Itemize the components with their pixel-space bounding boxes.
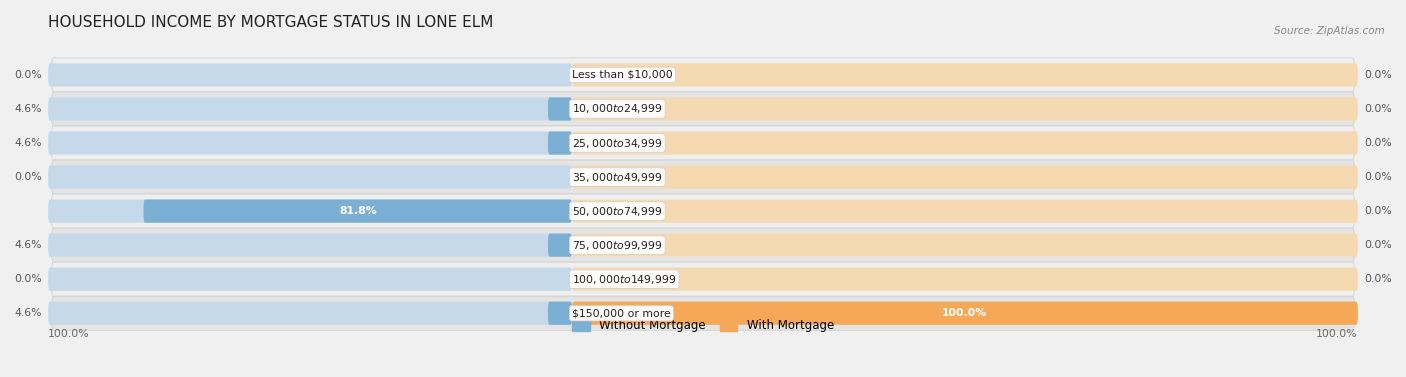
FancyBboxPatch shape (48, 63, 572, 86)
FancyBboxPatch shape (52, 262, 1354, 296)
FancyBboxPatch shape (52, 160, 1354, 194)
Text: 0.0%: 0.0% (14, 172, 42, 182)
FancyBboxPatch shape (548, 234, 572, 257)
Text: $75,000 to $99,999: $75,000 to $99,999 (572, 239, 662, 251)
FancyBboxPatch shape (572, 199, 1358, 223)
Text: $10,000 to $24,999: $10,000 to $24,999 (572, 103, 662, 115)
Text: $100,000 to $149,999: $100,000 to $149,999 (572, 273, 676, 286)
FancyBboxPatch shape (48, 268, 572, 291)
Text: 4.6%: 4.6% (14, 240, 42, 250)
Text: $50,000 to $74,999: $50,000 to $74,999 (572, 205, 662, 218)
FancyBboxPatch shape (52, 92, 1354, 126)
Text: 0.0%: 0.0% (1364, 70, 1392, 80)
FancyBboxPatch shape (48, 132, 572, 155)
Text: 4.6%: 4.6% (14, 308, 42, 318)
FancyBboxPatch shape (52, 228, 1354, 262)
Text: 0.0%: 0.0% (1364, 206, 1392, 216)
FancyBboxPatch shape (548, 97, 572, 121)
FancyBboxPatch shape (48, 166, 572, 188)
FancyBboxPatch shape (572, 234, 1358, 257)
FancyBboxPatch shape (52, 58, 1354, 92)
Text: HOUSEHOLD INCOME BY MORTGAGE STATUS IN LONE ELM: HOUSEHOLD INCOME BY MORTGAGE STATUS IN L… (48, 15, 494, 30)
FancyBboxPatch shape (48, 199, 572, 223)
FancyBboxPatch shape (572, 63, 1358, 86)
Text: 0.0%: 0.0% (1364, 240, 1392, 250)
FancyBboxPatch shape (143, 199, 572, 223)
Text: 0.0%: 0.0% (1364, 172, 1392, 182)
Text: 0.0%: 0.0% (14, 70, 42, 80)
Legend: Without Mortgage, With Mortgage: Without Mortgage, With Mortgage (567, 315, 839, 337)
Text: Source: ZipAtlas.com: Source: ZipAtlas.com (1274, 26, 1385, 37)
Text: $150,000 or more: $150,000 or more (572, 308, 671, 318)
FancyBboxPatch shape (48, 302, 572, 325)
FancyBboxPatch shape (572, 97, 1358, 121)
Text: Less than $10,000: Less than $10,000 (572, 70, 673, 80)
FancyBboxPatch shape (52, 126, 1354, 160)
Text: 100.0%: 100.0% (1316, 329, 1358, 339)
Text: $35,000 to $49,999: $35,000 to $49,999 (572, 170, 662, 184)
Text: 0.0%: 0.0% (14, 274, 42, 284)
Text: 4.6%: 4.6% (14, 138, 42, 148)
FancyBboxPatch shape (572, 166, 1358, 188)
Text: 0.0%: 0.0% (1364, 104, 1392, 114)
FancyBboxPatch shape (48, 234, 572, 257)
FancyBboxPatch shape (52, 296, 1354, 330)
Text: 100.0%: 100.0% (48, 329, 90, 339)
FancyBboxPatch shape (548, 132, 572, 155)
Text: 4.6%: 4.6% (14, 104, 42, 114)
FancyBboxPatch shape (52, 194, 1354, 228)
FancyBboxPatch shape (572, 132, 1358, 155)
FancyBboxPatch shape (572, 268, 1358, 291)
FancyBboxPatch shape (48, 97, 572, 121)
Text: 81.8%: 81.8% (339, 206, 377, 216)
FancyBboxPatch shape (572, 302, 1358, 325)
Text: 0.0%: 0.0% (1364, 274, 1392, 284)
Text: $25,000 to $34,999: $25,000 to $34,999 (572, 136, 662, 150)
FancyBboxPatch shape (572, 302, 1358, 325)
Text: 0.0%: 0.0% (1364, 138, 1392, 148)
Text: 100.0%: 100.0% (942, 308, 987, 318)
FancyBboxPatch shape (548, 302, 572, 325)
